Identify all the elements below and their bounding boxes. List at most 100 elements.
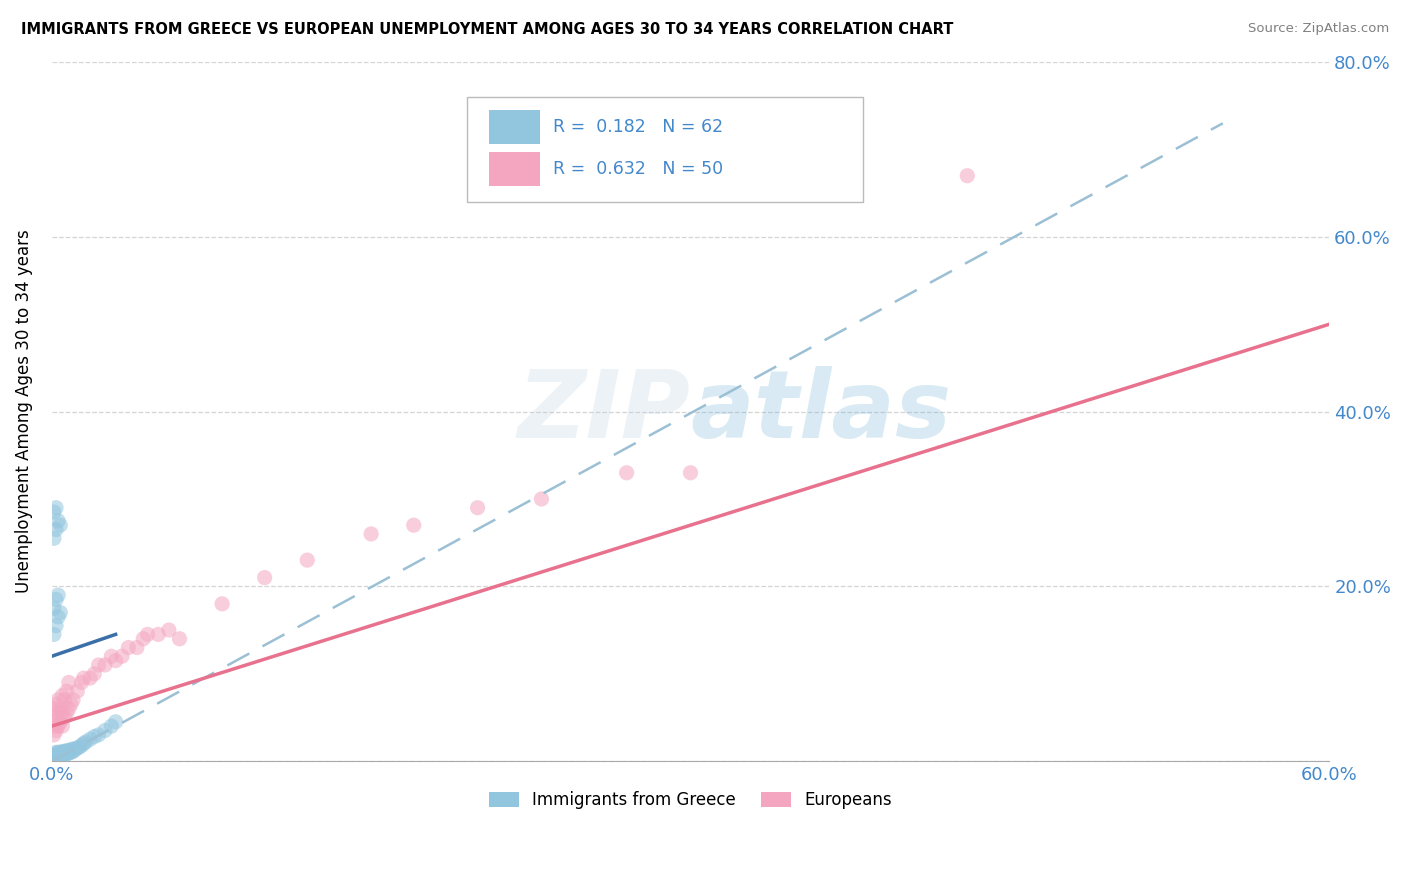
Point <box>530 491 553 506</box>
Point <box>45 747 67 762</box>
Point <box>53 746 76 760</box>
Point <box>104 654 127 668</box>
Point <box>87 728 110 742</box>
Point <box>55 706 77 720</box>
Point <box>59 698 82 712</box>
Point <box>67 740 90 755</box>
FancyBboxPatch shape <box>489 111 540 144</box>
Point <box>59 742 82 756</box>
Point <box>42 748 65 763</box>
Point <box>157 623 180 637</box>
Point <box>45 748 67 763</box>
Point <box>66 684 89 698</box>
Point <box>73 737 96 751</box>
Point <box>46 610 69 624</box>
Point <box>42 750 65 764</box>
Point <box>45 751 67 765</box>
Point <box>49 714 72 729</box>
Text: R =  0.182   N = 62: R = 0.182 N = 62 <box>553 118 723 136</box>
Text: atlas: atlas <box>690 366 952 458</box>
Point <box>51 748 73 763</box>
Point <box>297 553 319 567</box>
Point <box>45 750 67 764</box>
Point <box>45 523 67 537</box>
Point <box>83 666 105 681</box>
Point <box>46 749 69 764</box>
Point <box>53 747 76 762</box>
Point <box>51 746 73 760</box>
Text: IMMIGRANTS FROM GREECE VS EUROPEAN UNEMPLOYMENT AMONG AGES 30 TO 34 YEARS CORREL: IMMIGRANTS FROM GREECE VS EUROPEAN UNEMP… <box>21 22 953 37</box>
Point <box>62 693 84 707</box>
Point <box>49 747 72 761</box>
Point <box>46 750 69 764</box>
Point <box>45 723 67 738</box>
Point <box>45 618 67 632</box>
Point <box>51 689 73 703</box>
Point <box>58 746 80 760</box>
Point <box>53 744 76 758</box>
Point <box>42 714 65 729</box>
Point <box>956 169 979 183</box>
Point <box>42 601 65 615</box>
Point <box>136 627 159 641</box>
Point <box>42 728 65 742</box>
Point <box>46 747 69 762</box>
Point <box>55 747 77 761</box>
Point <box>58 675 80 690</box>
Point <box>63 742 86 756</box>
Point <box>125 640 148 655</box>
Point <box>49 745 72 759</box>
Point <box>66 741 89 756</box>
Text: R =  0.632   N = 50: R = 0.632 N = 50 <box>553 160 723 178</box>
Point <box>53 710 76 724</box>
Point <box>46 748 69 763</box>
Point <box>117 640 139 655</box>
Point <box>45 500 67 515</box>
Point <box>616 466 638 480</box>
Point <box>70 739 93 753</box>
Point <box>70 675 93 690</box>
Point <box>49 518 72 533</box>
Point <box>46 514 69 528</box>
Point <box>360 527 382 541</box>
Point <box>75 735 97 749</box>
Point <box>42 531 65 545</box>
Point <box>148 627 170 641</box>
Point <box>104 714 127 729</box>
Point <box>45 745 67 759</box>
Point <box>42 749 65 764</box>
Point <box>253 571 276 585</box>
Point <box>42 505 65 519</box>
Point <box>45 747 67 761</box>
Point <box>46 706 69 720</box>
Point <box>42 751 65 765</box>
Point <box>62 742 84 756</box>
Point <box>49 749 72 764</box>
Point <box>53 693 76 707</box>
Point <box>51 719 73 733</box>
Point <box>49 606 72 620</box>
Point <box>45 749 67 764</box>
Point <box>100 649 122 664</box>
Point <box>46 719 69 733</box>
Point <box>59 745 82 759</box>
Point <box>49 748 72 763</box>
Point <box>211 597 233 611</box>
Point <box>45 592 67 607</box>
Point <box>169 632 191 646</box>
Point <box>87 657 110 672</box>
Point <box>45 698 67 712</box>
Point <box>79 671 101 685</box>
Point <box>45 710 67 724</box>
Text: ZIP: ZIP <box>517 366 690 458</box>
Point <box>55 743 77 757</box>
Point <box>679 466 702 480</box>
Text: Source: ZipAtlas.com: Source: ZipAtlas.com <box>1249 22 1389 36</box>
Point <box>58 743 80 757</box>
Point <box>46 747 69 761</box>
Y-axis label: Unemployment Among Ages 30 to 34 years: Unemployment Among Ages 30 to 34 years <box>15 230 32 593</box>
Point <box>132 632 155 646</box>
FancyBboxPatch shape <box>489 153 540 186</box>
Point <box>62 744 84 758</box>
Point <box>46 693 69 707</box>
